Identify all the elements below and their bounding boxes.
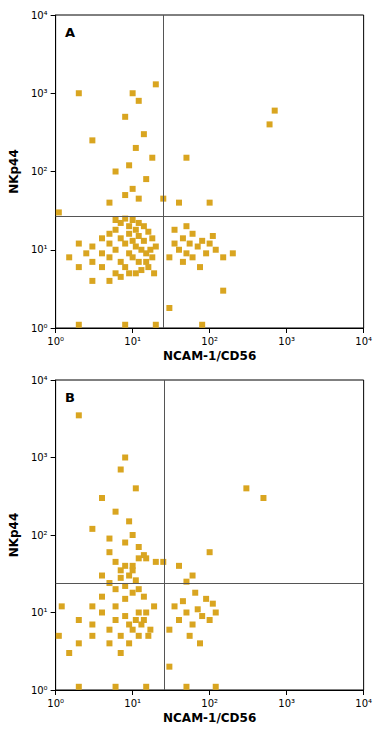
svg-text:10⁴: 10⁴ xyxy=(31,375,48,386)
svg-text:10⁰: 10⁰ xyxy=(31,323,48,334)
svg-text:10¹: 10¹ xyxy=(31,244,48,255)
svg-text:NCAM-1/CD56: NCAM-1/CD56 xyxy=(163,349,256,363)
svg-text:10⁴: 10⁴ xyxy=(355,698,372,709)
svg-text:B: B xyxy=(65,390,75,405)
svg-text:10²: 10² xyxy=(31,166,48,177)
svg-text:10¹: 10¹ xyxy=(124,336,141,347)
svg-text:10¹: 10¹ xyxy=(124,698,141,709)
svg-text:10⁰: 10⁰ xyxy=(47,336,64,347)
svg-text:10³: 10³ xyxy=(31,452,48,463)
svg-text:10⁴: 10⁴ xyxy=(355,336,372,347)
svg-text:10¹: 10¹ xyxy=(31,607,48,618)
svg-text:10⁴: 10⁴ xyxy=(31,10,48,21)
svg-text:10³: 10³ xyxy=(278,698,295,709)
svg-text:10⁰: 10⁰ xyxy=(31,685,48,696)
svg-text:NCAM-1/CD56: NCAM-1/CD56 xyxy=(163,711,256,725)
svg-text:NKp44: NKp44 xyxy=(7,149,21,194)
svg-text:10³: 10³ xyxy=(278,336,295,347)
svg-text:10⁰: 10⁰ xyxy=(47,698,64,709)
svg-text:NKp44: NKp44 xyxy=(7,513,21,558)
svg-text:10³: 10³ xyxy=(31,88,48,99)
svg-text:10²: 10² xyxy=(201,698,218,709)
svg-text:10²: 10² xyxy=(31,530,48,541)
svg-text:10²: 10² xyxy=(201,336,218,347)
svg-text:A: A xyxy=(65,25,75,40)
